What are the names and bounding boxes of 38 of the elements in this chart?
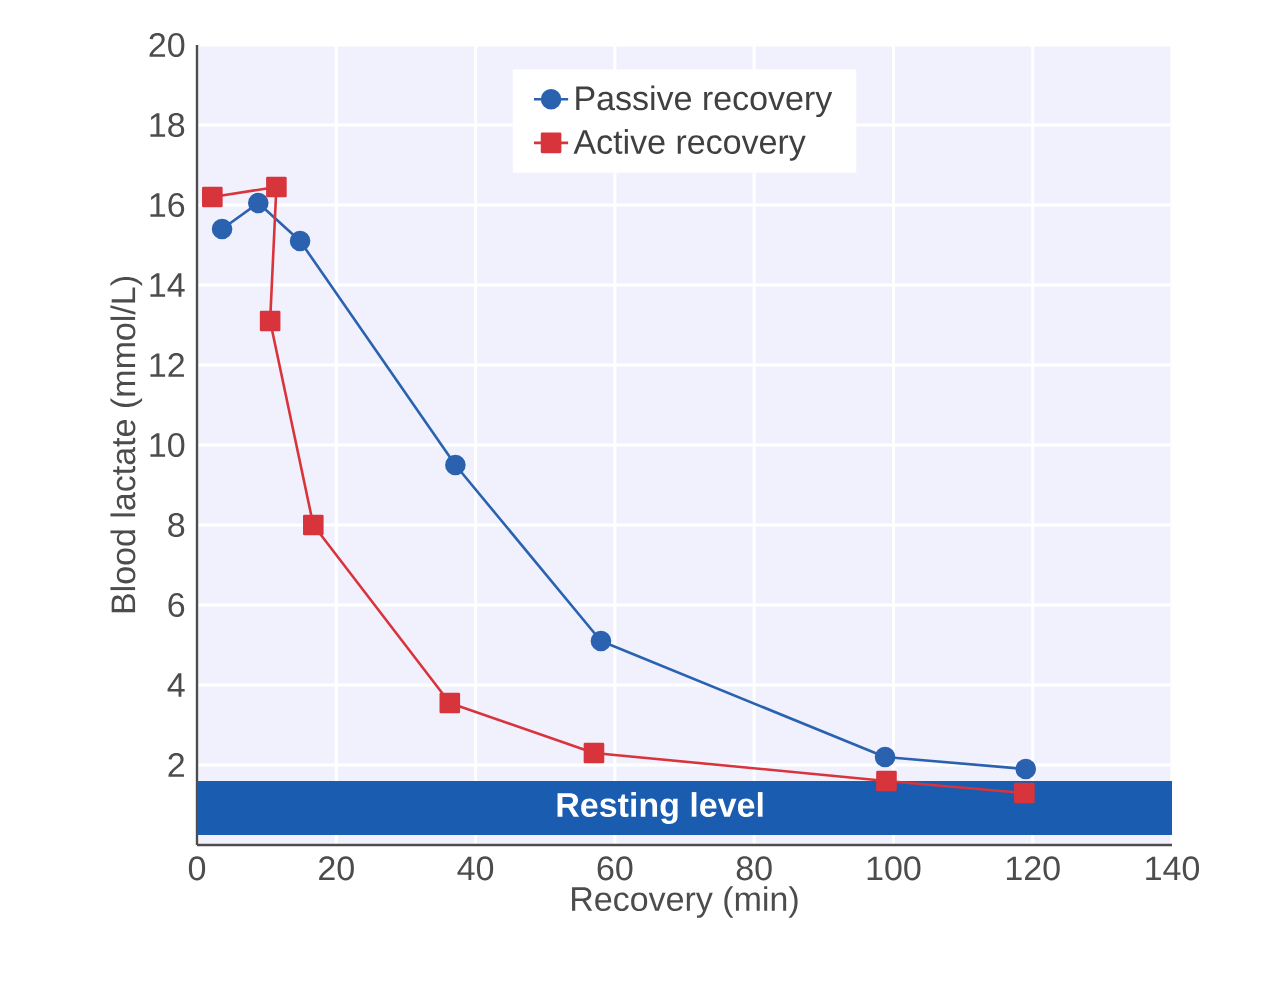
point bbox=[266, 176, 287, 198]
y-axis-title: Blood lactate (mmol/L) bbox=[110, 277, 143, 613]
point bbox=[876, 770, 897, 792]
x-tick-label: 100 bbox=[867, 856, 921, 881]
point bbox=[1015, 758, 1037, 780]
y-tick-label: 14 bbox=[150, 273, 185, 297]
y-tick-label: 20 bbox=[149, 32, 185, 58]
point bbox=[583, 742, 605, 764]
y-tick-label: 2 bbox=[168, 753, 184, 777]
point bbox=[439, 692, 461, 714]
legend-label: Passive recovery bbox=[576, 85, 833, 118]
y-tick-label: 16 bbox=[150, 192, 185, 218]
point bbox=[202, 186, 223, 208]
x-tick-label: 60 bbox=[597, 856, 633, 881]
x-tick-label: 80 bbox=[736, 856, 772, 881]
y-tick-label: 4 bbox=[167, 673, 185, 697]
legend-label: Active recovery bbox=[573, 129, 806, 161]
point bbox=[445, 454, 466, 476]
point bbox=[874, 746, 896, 768]
point bbox=[590, 630, 612, 652]
x-tick-label: 20 bbox=[319, 856, 354, 881]
x-tick-label: 0 bbox=[188, 856, 206, 881]
y-tick-label: 6 bbox=[168, 592, 185, 618]
point bbox=[211, 218, 233, 240]
point bbox=[1014, 782, 1035, 804]
band-label: Resting level bbox=[557, 792, 763, 824]
x-axis-title: Recovery (min) bbox=[572, 886, 798, 918]
x-tick-label: 40 bbox=[457, 856, 494, 881]
y-tick-label: 18 bbox=[150, 112, 185, 138]
point bbox=[303, 514, 324, 536]
point bbox=[289, 230, 311, 252]
y-tick-label: 12 bbox=[150, 353, 184, 377]
y-tick-label: 8 bbox=[168, 512, 185, 538]
point bbox=[247, 192, 269, 214]
x-tick-label: 140 bbox=[1146, 856, 1200, 881]
x-tick-label: 120 bbox=[1006, 856, 1060, 881]
point bbox=[259, 310, 281, 332]
y-tick-label: 10 bbox=[150, 432, 185, 458]
